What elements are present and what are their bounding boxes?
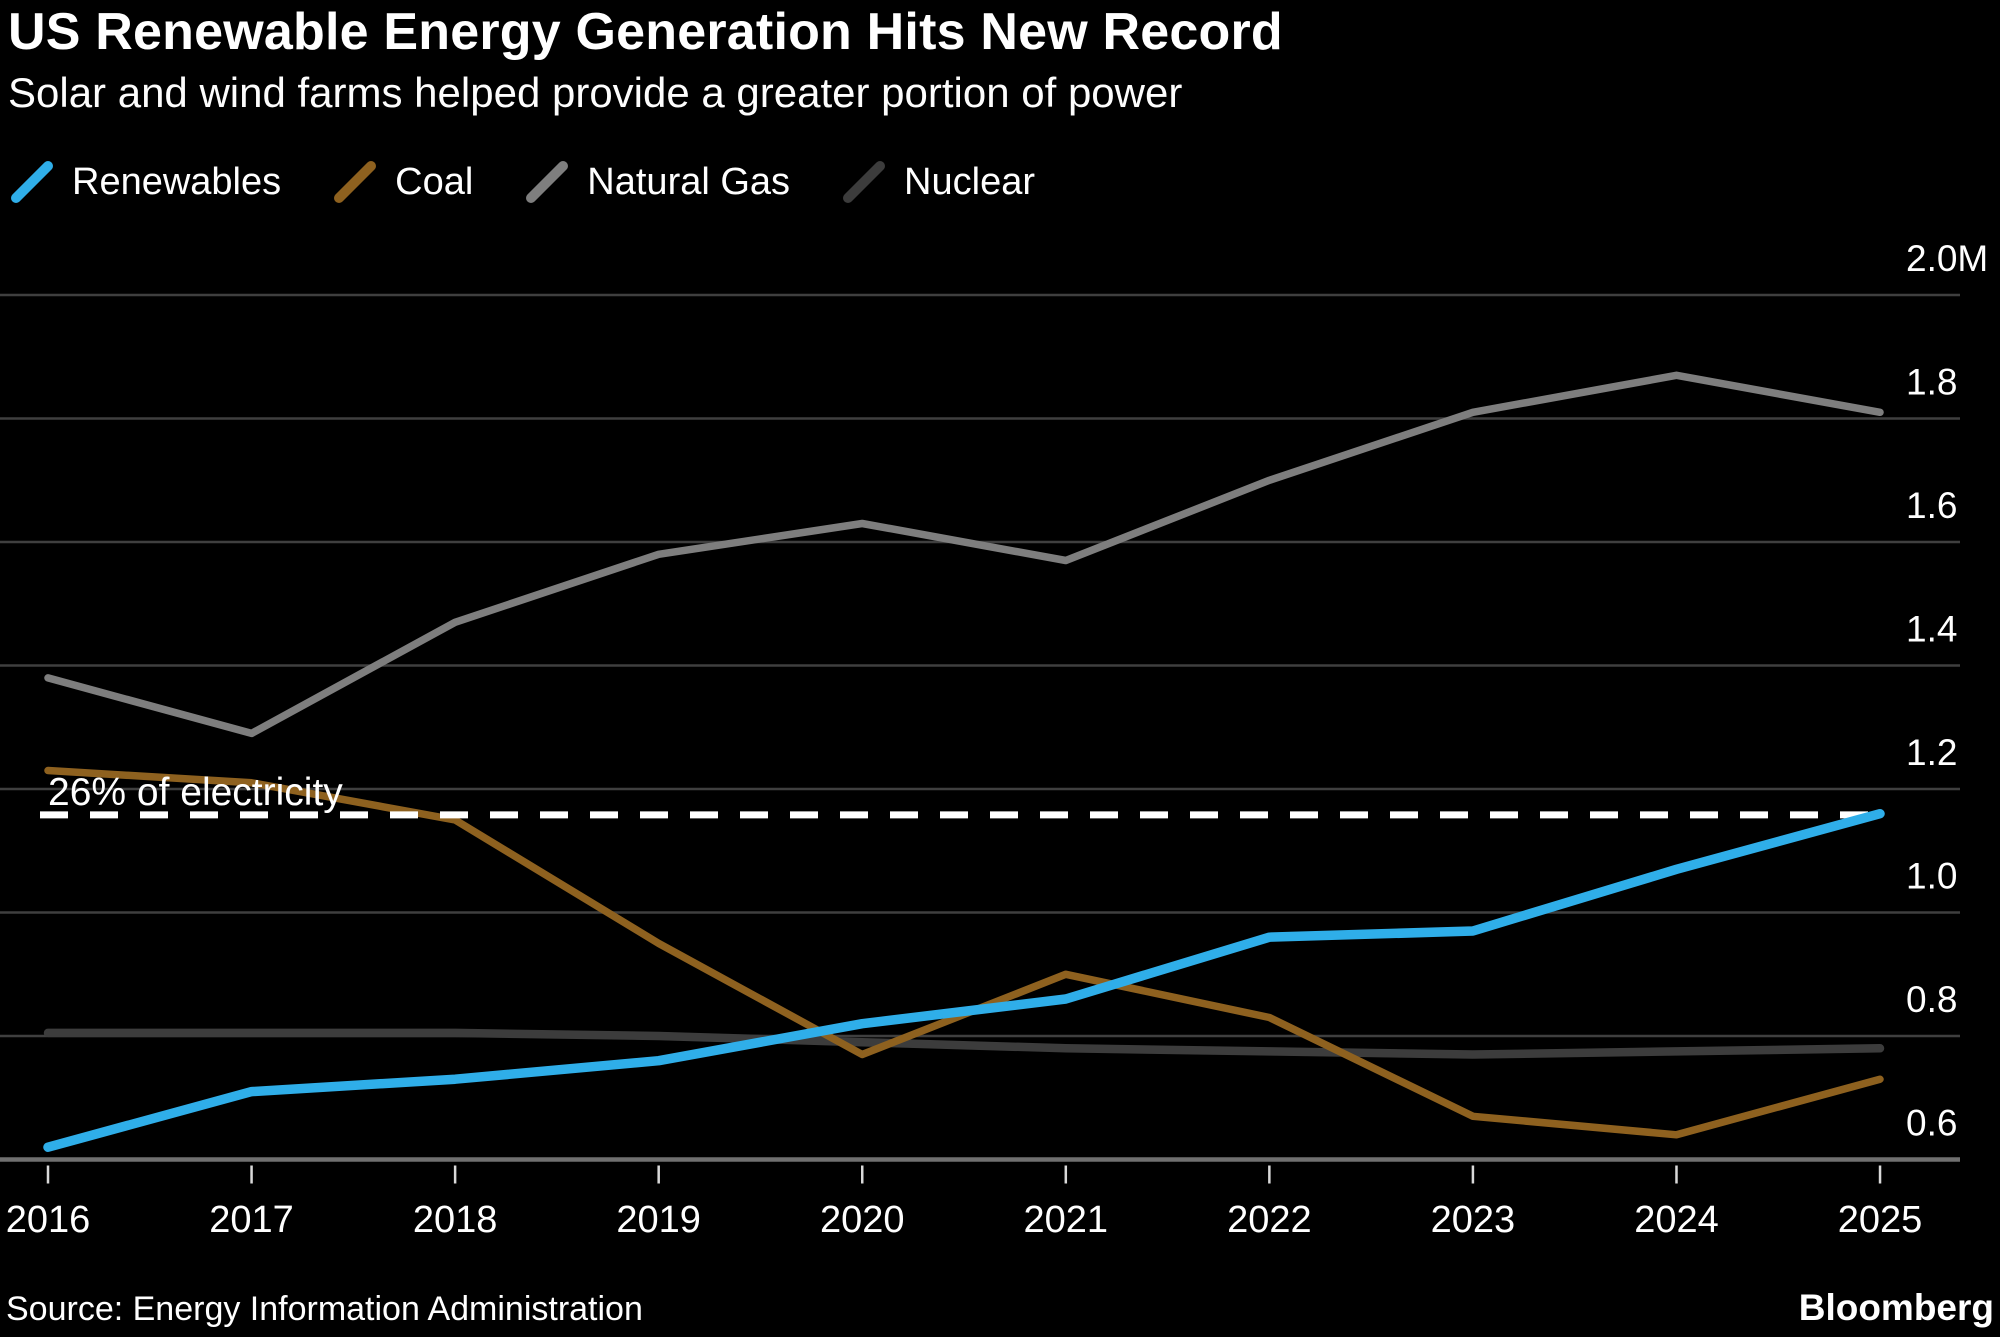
y-axis-tick-label: 1.2 [1906,732,1957,773]
chart-header: US Renewable Energy Generation Hits New … [8,3,1992,117]
x-axis-year-label: 2023 [1431,1199,1516,1241]
x-axis-year-label: 2025 [1838,1199,1923,1241]
x-axis-year-label: 2016 [6,1199,91,1241]
y-axis-tick-label: 1.4 [1906,609,1957,650]
legend-label: Coal [395,160,474,203]
series-line-renewables [43,808,1885,1152]
x-axis-year-label: 2018 [413,1199,498,1241]
x-axis-year-label: 2019 [616,1199,701,1241]
legend-slash-icon [334,161,377,203]
x-axis-year-label: 2017 [209,1199,294,1241]
legend-item-natural-gas: Natural Gas [523,158,790,206]
legend-item-coal: Coal [331,158,473,206]
y-axis-tick-label: 0.6 [1906,1103,1957,1144]
x-axis-year-label: 2024 [1634,1199,1719,1241]
page-subtitle: Solar and wind farms helped provide a gr… [8,69,1183,117]
y-axis-tick-label: 1.6 [1906,485,1957,526]
reference-line-annotation: 26% of electricity [48,771,343,814]
legend-item-renewables: Renewables [8,158,281,206]
legend-label: Renewables [72,160,282,203]
series-line-coal [44,766,1884,1139]
x-axis-year-label: 2022 [1227,1199,1312,1241]
x-axis-year-label: 2020 [820,1199,905,1241]
page-title: US Renewable Energy Generation Hits New … [8,3,1283,61]
series-line-nuclear [43,1028,1885,1059]
legend-slash-icon [843,161,886,203]
y-axis-tick-label: 2.0M [1906,238,1988,279]
legend-label: Natural Gas [587,160,791,203]
source-credit: Source: Energy Information Administratio… [6,1290,643,1328]
legend-slash-icon [11,161,53,203]
legend-item-nuclear: Nuclear [840,158,1035,206]
y-axis-tick-label: 1.8 [1906,362,1957,403]
y-axis-tick-label: 1.0 [1906,856,1957,897]
series-line-natural-gas [44,371,1884,738]
bloomberg-logo: Bloomberg [1798,1287,1994,1328]
legend-label: Nuclear [904,160,1035,203]
legend-slash-icon [526,161,569,203]
chart-legend: Renewables Coal Natural Gas Nuclear [8,158,1035,206]
y-axis-tick-label: 0.8 [1906,979,1957,1020]
x-axis-year-label: 2021 [1024,1199,1109,1241]
